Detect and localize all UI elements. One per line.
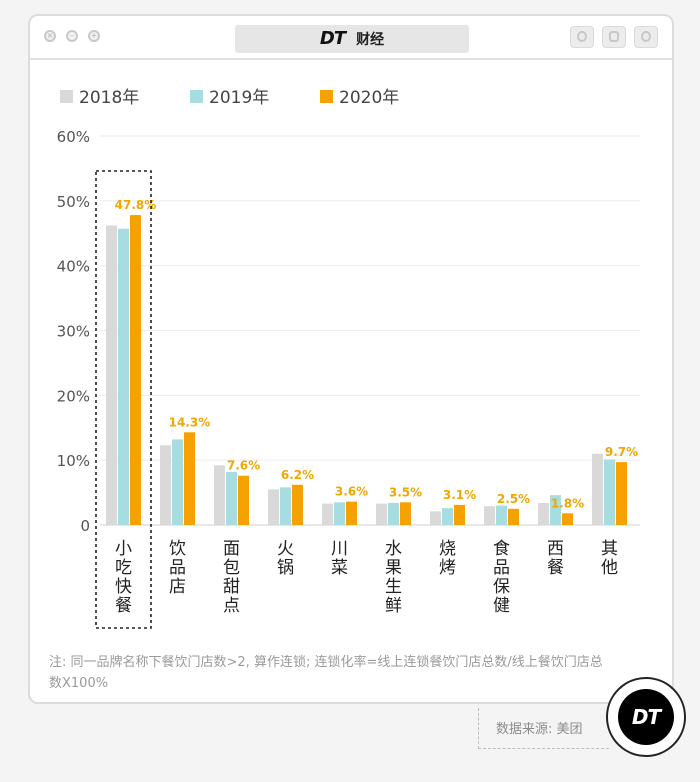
legend-swatch-1 (60, 90, 73, 103)
window-title: DT 财经 (235, 25, 469, 53)
bar-1-1 (106, 225, 117, 525)
bar-4-3 (292, 484, 303, 525)
data-source: 数据来源: 美团 (496, 722, 583, 737)
bar-6-1 (376, 503, 387, 525)
bar-1-2 (118, 228, 129, 525)
bar-9-2 (550, 495, 561, 525)
y-tick-label-6: 60% (57, 128, 90, 146)
bar-2-2 (172, 439, 183, 525)
bar-7-1 (430, 511, 441, 525)
y-tick-label-3: 30% (57, 323, 90, 341)
y-tick-label-2: 20% (57, 387, 90, 405)
x-category-label-3: 面包甜点 (223, 539, 240, 616)
data-label-7: 3.1% (443, 488, 476, 502)
dt-badge-icon: DT (606, 677, 686, 757)
legend-swatch-2 (190, 90, 203, 103)
data-label-3: 7.6% (227, 459, 260, 473)
bar-1-3 (130, 215, 141, 525)
bar-2-3 (184, 432, 195, 525)
bar-5-1 (322, 503, 333, 525)
badge-text: DT (618, 689, 674, 745)
bar-8-3 (508, 508, 519, 525)
x-category-label-2: 饮品店 (169, 539, 186, 597)
maximize-window-icon[interactable]: + (88, 30, 100, 42)
x-category-label-5: 川菜 (331, 539, 348, 578)
legend-swatch-3 (320, 90, 333, 103)
bar-10-2 (604, 459, 615, 525)
legend-label-2: 2019年 (209, 88, 269, 108)
bar-10-3 (616, 462, 627, 525)
legend-label-1: 2018年 (79, 88, 139, 108)
minimize-window-icon[interactable]: – (66, 30, 78, 42)
x-category-label-9: 西餐 (547, 539, 564, 578)
bar-3-2 (226, 471, 237, 525)
data-label-9: 1.8% (551, 496, 584, 510)
x-category-label-6: 水果生鲜 (385, 539, 402, 616)
legend-label-3: 2020年 (339, 88, 399, 108)
footnote: 注: 同一品牌名称下餐饮门店数>2, 算作连锁; 连锁化率=线上连锁餐饮门店总数… (49, 655, 603, 691)
source-frame (478, 708, 609, 749)
title-text: 财经 (356, 32, 385, 48)
data-label-2: 14.3% (169, 415, 211, 429)
data-label-4: 6.2% (281, 468, 314, 482)
bar-3-3 (238, 475, 249, 525)
bar-2-1 (160, 445, 171, 525)
title-logo: DT (319, 28, 346, 49)
data-label-6: 3.5% (389, 485, 422, 499)
x-category-label-10: 其他 (601, 539, 618, 578)
bar-9-3 (562, 513, 573, 525)
bar-3-1 (214, 465, 225, 525)
bar-6-2 (388, 502, 399, 525)
x-category-label-1: 小吃快餐 (115, 539, 132, 616)
bar-4-2 (280, 487, 291, 525)
x-category-label-8: 食品保健 (493, 539, 510, 616)
y-tick-label-5: 50% (57, 193, 90, 211)
data-label-5: 3.6% (335, 485, 368, 499)
close-window-icon[interactable]: × (44, 30, 56, 42)
record-icon[interactable] (570, 26, 594, 48)
bar-5-2 (334, 502, 345, 525)
highlight-box (95, 170, 152, 629)
bar-7-2 (442, 508, 453, 525)
x-category-label-4: 火锅 (277, 539, 294, 578)
bar-6-3 (400, 502, 411, 525)
bar-8-2 (496, 505, 507, 525)
y-tick-label-0: 0 (80, 517, 90, 535)
bar-7-3 (454, 504, 465, 525)
data-label-10: 9.7% (605, 445, 638, 459)
bar-8-1 (484, 506, 495, 525)
bar-5-3 (346, 501, 357, 525)
window-titlebar: × – + DT 财经 (30, 16, 672, 60)
home-icon[interactable] (602, 26, 626, 48)
bar-10-1 (592, 453, 603, 525)
y-tick-label-1: 10% (57, 452, 90, 470)
y-tick-label-4: 40% (57, 258, 90, 276)
refresh-icon[interactable] (634, 26, 658, 48)
data-label-1: 47.8% (115, 198, 157, 212)
data-label-8: 2.5% (497, 492, 530, 506)
bar-4-1 (268, 489, 279, 525)
x-category-label-7: 烧烤 (439, 539, 456, 578)
bar-9-1 (538, 502, 549, 525)
